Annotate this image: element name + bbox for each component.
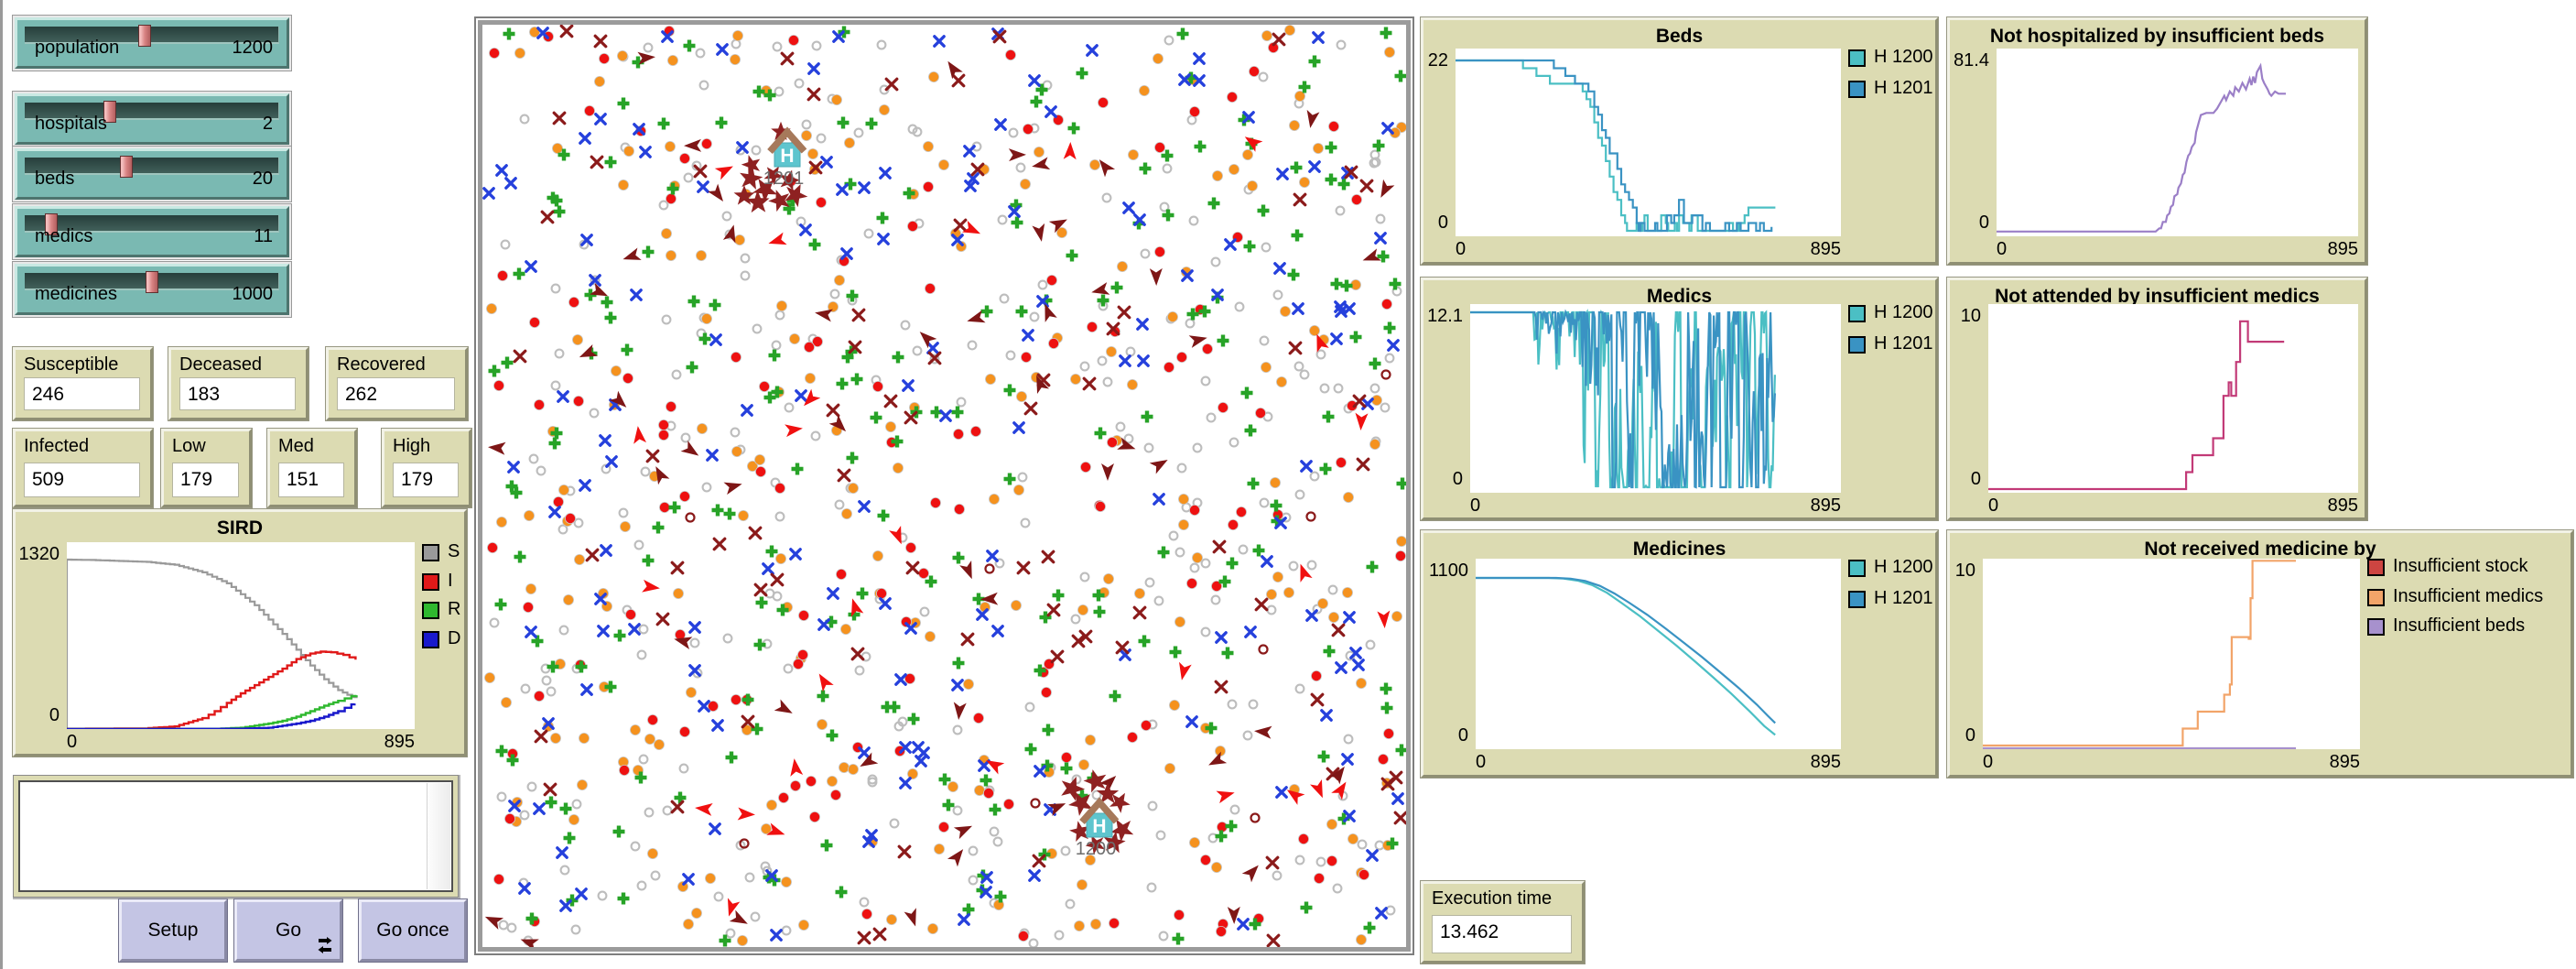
svg-text:1201: 1201: [763, 169, 805, 189]
svg-text:H: H: [780, 146, 794, 167]
svg-text:1200: 1200: [1076, 839, 1117, 859]
svg-text:H: H: [1092, 816, 1106, 837]
